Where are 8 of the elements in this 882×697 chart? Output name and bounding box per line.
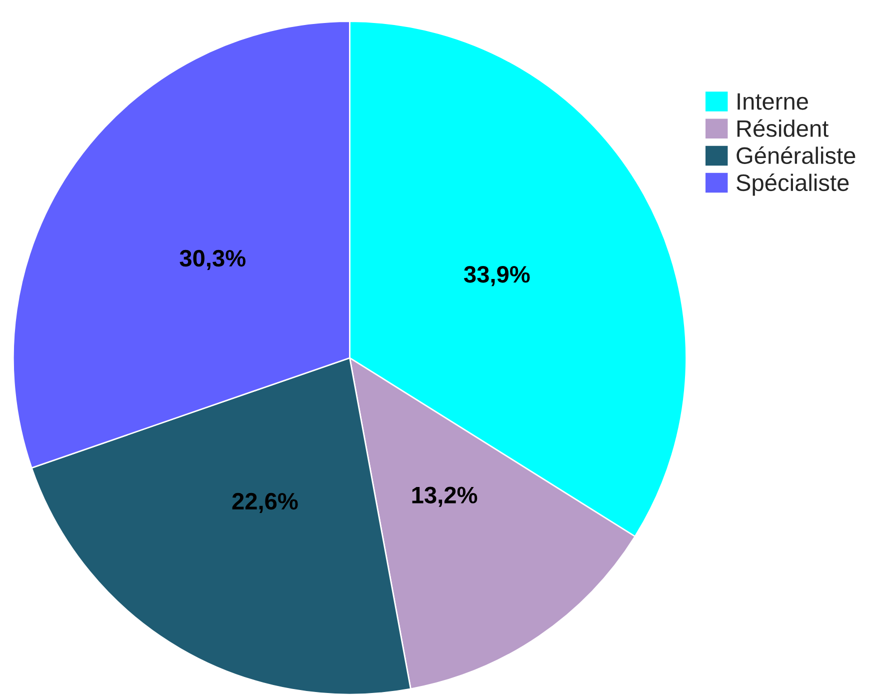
data-label: 22,6%	[232, 492, 298, 514]
data-label: 13,2%	[412, 486, 478, 507]
data-label: 33,9%	[464, 266, 530, 286]
legend-label: Résident	[737, 119, 829, 137]
legend-label: Interne	[738, 93, 808, 110]
legend-label: Généraliste	[736, 146, 856, 164]
legend-label: Spécialiste	[736, 173, 849, 196]
data-label: 30,3%	[180, 250, 246, 270]
